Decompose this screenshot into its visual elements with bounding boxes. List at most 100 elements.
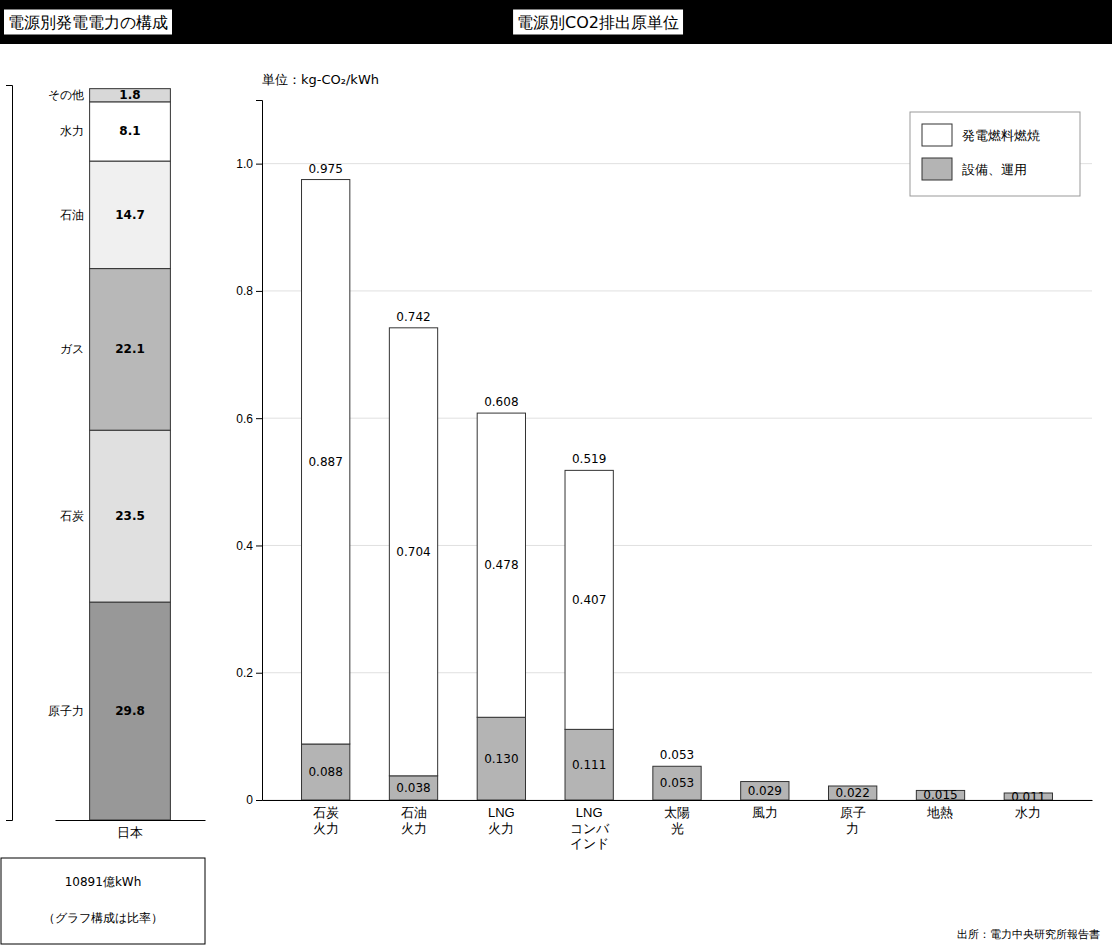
legend-item: 発電燃料燃焼 [922,124,1040,146]
bar-segment [90,602,171,820]
x-tick-label-line: 石油 [401,805,427,820]
total-label: 0.608 [484,395,518,409]
x-tick: 太陽光 [664,800,690,836]
bar-segment [653,766,701,800]
x-tick-label-line: 地熱 [926,805,953,820]
legend-item: 設備、運用 [922,158,1027,180]
x-tick: 原子力 [840,800,866,836]
x-tick-label: 太陽光 [664,805,690,836]
x-tick-label: 地熱 [926,805,953,820]
y-tick-mark [256,291,262,292]
data-label: 0.053 [660,776,694,790]
bar-segment [302,180,350,744]
y-axis: 0 0.2 0.4 0.6 0.8 1.0 [236,101,262,808]
bar-segment [389,776,437,800]
y-tick: 0.4 [236,539,262,553]
x-tick-label-line: 力 [846,821,859,836]
bar-segment [302,744,350,800]
x-tick-label: 風力 [752,805,778,820]
x-tick: 地熱 [926,800,953,820]
x-tick-label-line: LNG [576,805,603,820]
bar-segment [565,470,613,729]
x-tick-label-line: 水力 [1015,805,1041,820]
y-tick: 1.0 [236,157,262,171]
y-axis-line [256,101,263,801]
bar-segment [741,781,789,782]
data-label: 0.130 [484,752,518,766]
data-label: 14.7 [115,208,145,222]
grid-line [262,545,1092,546]
bar-segment [565,729,613,800]
bar-segment [389,328,437,776]
total-label: 0.519 [572,452,606,466]
data-label: 0.022 [835,786,869,800]
data-label: 0.011 [1011,790,1045,804]
y-axis [6,86,13,821]
bar-segment [829,786,877,800]
x-tick-label-line: 風力 [752,805,778,820]
x-tick: LNGコンバインド [570,800,610,851]
data-label: 23.5 [115,509,145,523]
data-label: 22.1 [115,342,145,356]
total-label: 0.053 [660,748,694,762]
x-tick-label-line: 原子 [840,805,866,820]
annotation: （グラフ構成は比率） [43,911,163,925]
bar-segment [90,89,171,102]
data-label: 8.1 [119,124,140,138]
grid-line [262,290,1092,291]
legend-label: 設備、運用 [962,162,1027,177]
x-tick-label: LNG火力 [488,805,515,836]
title-box [513,10,683,35]
y-axis-line [6,86,13,821]
total-label: 0.975 [308,162,342,176]
annotation: 10891億kWh [65,875,142,889]
title-bar [0,0,1112,44]
x-axis-line [263,800,1093,801]
x-axis-line [56,820,206,821]
bar-segment [90,102,171,161]
bar-segment [90,161,171,269]
labels: 29.8原子力23.5石炭22.1ガス14.7石油8.1水力1.8その他 [48,88,145,718]
x-tick-label-line: 光 [671,821,684,836]
bar-segment [653,766,701,767]
x-tick-label-line: 太陽 [664,805,690,820]
title: 電源別CO2排出原単位 [517,13,679,32]
y-tick-label: 0.2 [236,666,253,680]
y-tick: 0 [246,793,262,807]
x-tick-label: 石炭火力 [313,805,339,836]
data-label: 0.478 [484,558,518,572]
segment-name: 石油 [60,208,84,222]
legend-swatch [922,124,952,146]
title: 電源別発電電力の構成 [8,13,168,32]
y-tick-label: 0.8 [236,284,253,298]
data-label: 1.8 [119,88,140,102]
bars [302,180,1053,800]
x-tick-label: 原子力 [840,805,866,836]
grid [262,164,1092,800]
segment-name: ガス [60,342,84,356]
bars [90,89,171,820]
grid-line [262,672,1092,673]
data-label: 0.704 [396,545,430,559]
y-tick: 0.8 [236,284,262,298]
data-label: 0.887 [308,455,342,469]
legend-swatch [922,158,952,180]
x-tick-label-line: コンバ [570,821,610,836]
bar-segment [90,430,171,602]
x-tick-label-line: 火力 [488,821,514,836]
footnote-box [1,858,205,944]
y-tick-mark [256,800,262,801]
title-group: 電源別CO2排出原単位 [513,10,683,35]
grid-line [262,418,1092,419]
legend: 発電燃料燃焼設備、運用 [910,112,1080,196]
y-tick-label: 0.4 [236,539,253,553]
y-tick-mark [256,418,262,419]
labels: 0.0880.8870.9750.0380.7040.7420.1300.478… [308,162,1045,804]
x-axis: 石炭火力 石油火力LNG火力 LNGコンバインド 太陽光 風力 原子力 地熱 水力 [263,800,1093,851]
data-label: 0.029 [748,784,782,798]
data-label: 0.038 [396,781,430,795]
x-tick-label-line: 石炭 [313,805,339,820]
legend-box [910,112,1080,196]
y-tick-label: 0.6 [236,412,253,426]
bar-segment [477,413,525,717]
